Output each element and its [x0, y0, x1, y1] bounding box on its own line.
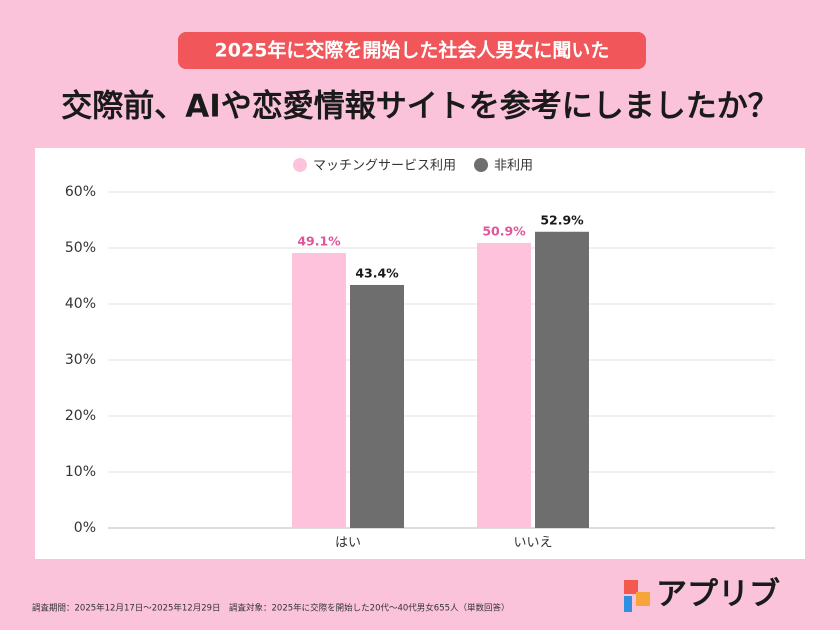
value-label: 49.1%: [297, 234, 341, 249]
x-tick-label: いいえ: [513, 536, 552, 551]
chart-title: 交際前、AIや恋愛情報サイトを参考にしましたか？: [61, 89, 779, 125]
y-tick-label: 50%: [65, 240, 96, 256]
badge: [178, 32, 646, 69]
y-tick-label: 30%: [65, 352, 96, 368]
panel: [35, 148, 805, 559]
bar: [477, 242, 531, 528]
y-tick-label: 40%: [65, 296, 96, 312]
value-label: 43.4%: [355, 265, 399, 280]
logo-icon: [624, 580, 650, 612]
bar: [350, 284, 404, 528]
value-label: 50.9%: [482, 223, 526, 238]
x-tick-label: はい: [335, 536, 361, 551]
bar: [292, 253, 346, 529]
legend-swatch: [474, 158, 489, 172]
bar: [535, 231, 589, 528]
legend-label: 非利用: [494, 159, 533, 174]
chart-subtitle: 2025年に交際を開始した社会人男女に聞いた: [215, 39, 610, 62]
legend-label: マッチングサービス利用: [313, 159, 456, 174]
y-tick-label: 0%: [74, 520, 96, 536]
y-tick-label: 10%: [65, 464, 96, 480]
legend-swatch: [293, 158, 307, 172]
brand: アプリブ: [656, 577, 780, 613]
y-tick-label: 20%: [65, 408, 96, 424]
y-tick-label: 60%: [65, 184, 96, 200]
footnote: 調査期間：2025年12月17日〜2025年12月29日 調査対象：2025年に…: [32, 603, 510, 614]
value-label: 52.9%: [540, 212, 584, 227]
